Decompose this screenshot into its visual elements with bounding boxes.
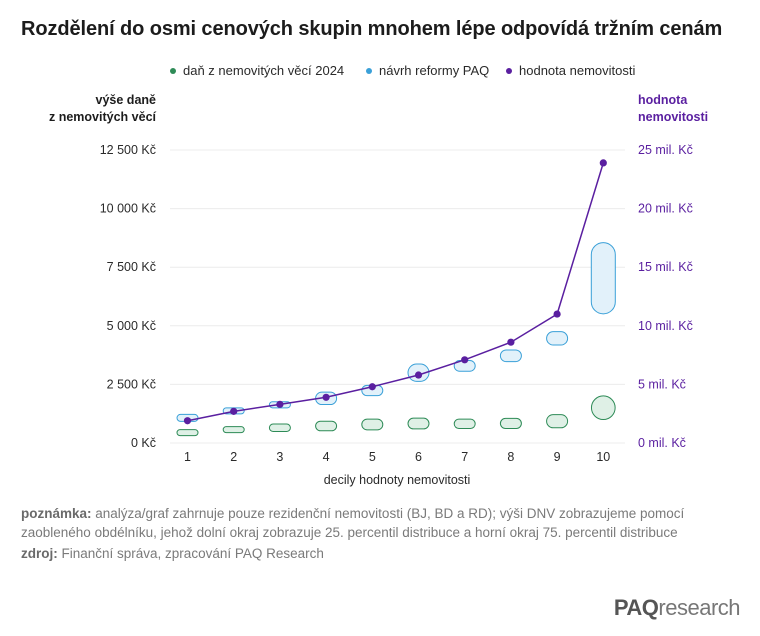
x-tick-label-8: 9 [554,450,561,464]
right-tick-label-0: 0 mil. Kč [638,436,686,450]
current-tax-range-6 [407,417,430,430]
property-value-point-4 [322,393,330,401]
left-tick-label-5: 12 500 Kč [100,143,156,157]
x-tick-label-2: 3 [276,450,283,464]
x-axis-label: decily hodnoty nemovitosti [324,473,471,487]
legend-label-reform: návrh reformy PAQ [379,63,490,78]
property-value-point-9 [553,310,561,318]
x-tick-label-5: 6 [415,450,422,464]
legend-dot-current-tax [170,67,176,74]
brand-logo-strong: PAQ [613,595,659,620]
chart-plot: 0 Kč 2 500 Kč 5 000 Kč 7 500 Kč 10 000 Kč 12 … [100,143,693,487]
legend-label-current-tax: daň z nemovitých věcí 2024 [183,63,345,78]
right-axis-title: hodnota nemovitosti [638,92,708,126]
legend-dot-property-value [506,67,512,74]
x-tick-label-9: 10 [596,450,610,464]
property-value-point-3 [276,400,284,408]
reform-range-9 [546,331,569,346]
current-tax-range-3 [268,423,291,433]
current-tax-range-5 [361,418,384,431]
legend-item-current-tax: daň z nemovitých věcí 2024 [170,63,344,78]
legend-item-reform: návrh reformy PAQ [366,63,489,78]
left-tick-label-0: 0 Kč [131,436,156,450]
x-tick-label-4: 5 [369,450,376,464]
left-tick-label-3: 7 500 Kč [107,260,156,274]
legend: daň z nemovitých věcí 2024 návrh reformy… [0,63,760,81]
left-axis-title-line1: výše daně [95,93,156,107]
note-text: analýza/graf zahrnuje pouze rezidenční n… [21,506,685,540]
left-tick-label-2: 5 000 Kč [107,319,156,333]
property-value-point-2 [230,407,238,415]
current-tax-range-1 [176,429,199,437]
right-axis-title-line2: nemovitosti [638,110,709,124]
legend-dot-reform [366,67,372,74]
right-tick-label-3: 15 mil. Kč [638,260,693,274]
source-label: zdroj: [21,546,58,561]
x-tick-label-0: 1 [184,450,191,464]
left-axis-title: výše daně z nemovitých věcí [49,92,156,126]
source-text: Finanční správa, zpracování PAQ Research [57,546,324,561]
right-tick-label-1: 5 mil. Kč [638,377,686,391]
property-value-point-1 [183,417,192,425]
current-tax-range-9 [546,414,569,429]
reform-range-8 [499,349,522,363]
legend-label-property-value: hodnota nemovitosti [519,63,636,78]
brand-logo: PAQresearch [613,595,741,621]
chart-source: zdroj: Finanční správa, zpracování PAQ R… [21,546,324,561]
current-tax-range-7 [453,418,476,429]
x-tick-label-7: 8 [507,450,514,464]
current-tax-range-2 [222,426,245,434]
note-label: poznámka: [21,506,92,521]
left-tick-label-4: 10 000 Kč [100,202,156,216]
property-value-point-10 [599,159,607,167]
brand-logo-light: research [658,595,740,620]
x-tick-label-1: 2 [230,450,237,464]
property-value-point-6 [414,371,423,379]
current-tax-range-10 [590,395,616,421]
left-tick-label-1: 2 500 Kč [107,377,156,391]
right-axis-title-line1: hodnota [638,93,688,107]
property-value-point-7 [461,356,469,364]
current-tax-range-4 [315,420,338,432]
right-tick-label-5: 25 mil. Kč [638,143,693,157]
left-axis-title-line2: z nemovitých věcí [49,110,156,124]
right-tick-label-4: 20 mil. Kč [638,202,693,216]
property-value-point-8 [507,338,515,346]
right-tick-label-2: 10 mil. Kč [638,319,693,333]
legend-item-property-value: hodnota nemovitosti [506,63,635,78]
chart-title: Rozdělení do osmi cenových skupin mnohem… [21,18,723,40]
x-tick-label-3: 4 [323,450,330,464]
chart-note: poznámka: analýza/graf zahrnuje pouze re… [21,504,741,542]
property-value-line [187,162,605,422]
property-value-point-5 [368,383,376,391]
x-tick-label-6: 7 [461,450,468,464]
reform-range-10 [590,242,616,315]
current-tax-range-8 [499,417,522,429]
